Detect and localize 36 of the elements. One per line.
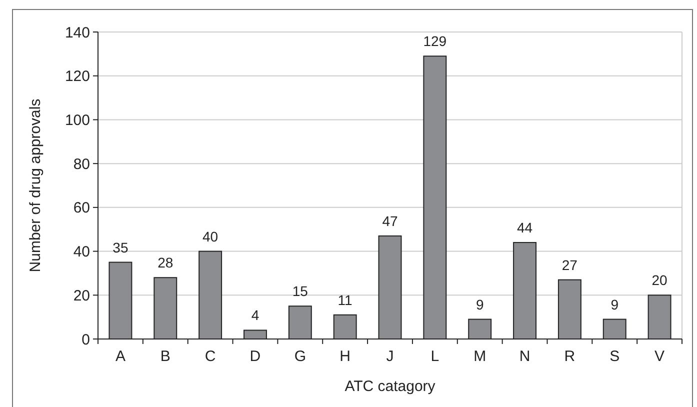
x-tick-label: J bbox=[386, 348, 394, 365]
data-label: 9 bbox=[476, 296, 484, 312]
data-label: 28 bbox=[158, 254, 174, 271]
y-tick-label: 60 bbox=[73, 200, 90, 217]
y-tick-label: 40 bbox=[73, 244, 90, 261]
data-label: 27 bbox=[562, 256, 578, 273]
x-tick-label: S bbox=[610, 348, 620, 365]
data-label: 9 bbox=[610, 296, 619, 312]
data-label: 20 bbox=[652, 272, 668, 288]
x-tick-label: R bbox=[564, 348, 576, 365]
data-label: 15 bbox=[292, 283, 308, 300]
y-tick-label: 140 bbox=[64, 24, 90, 42]
x-tick-label: V bbox=[654, 348, 665, 365]
x-tick-label: M bbox=[474, 348, 486, 365]
data-label: 4 bbox=[251, 307, 260, 324]
y-tick-label: 0 bbox=[82, 331, 90, 348]
y-tick-label: 80 bbox=[73, 156, 90, 173]
y-tick-label: 100 bbox=[64, 112, 90, 129]
x-tick-label: H bbox=[340, 348, 350, 365]
x-tick-label: C bbox=[204, 348, 216, 365]
data-label: 35 bbox=[112, 239, 128, 256]
x-axis-title: ATC catagory bbox=[344, 378, 436, 395]
x-tick-label: L bbox=[430, 348, 440, 365]
data-label: 129 bbox=[423, 33, 447, 50]
x-tick-label: B bbox=[160, 348, 170, 365]
x-tick-label: A bbox=[115, 348, 126, 365]
data-label: 40 bbox=[202, 228, 218, 244]
data-label: 11 bbox=[338, 292, 353, 308]
x-tick-label: D bbox=[250, 348, 261, 365]
x-tick-label: N bbox=[519, 348, 530, 365]
x-tick-label: G bbox=[294, 348, 306, 365]
y-tick-label: 120 bbox=[64, 68, 90, 86]
y-tick-label: 20 bbox=[73, 287, 90, 304]
y-axis-title: Number of drug approvals bbox=[27, 98, 44, 272]
data-label: 47 bbox=[382, 212, 398, 229]
data-label: 44 bbox=[516, 220, 533, 236]
